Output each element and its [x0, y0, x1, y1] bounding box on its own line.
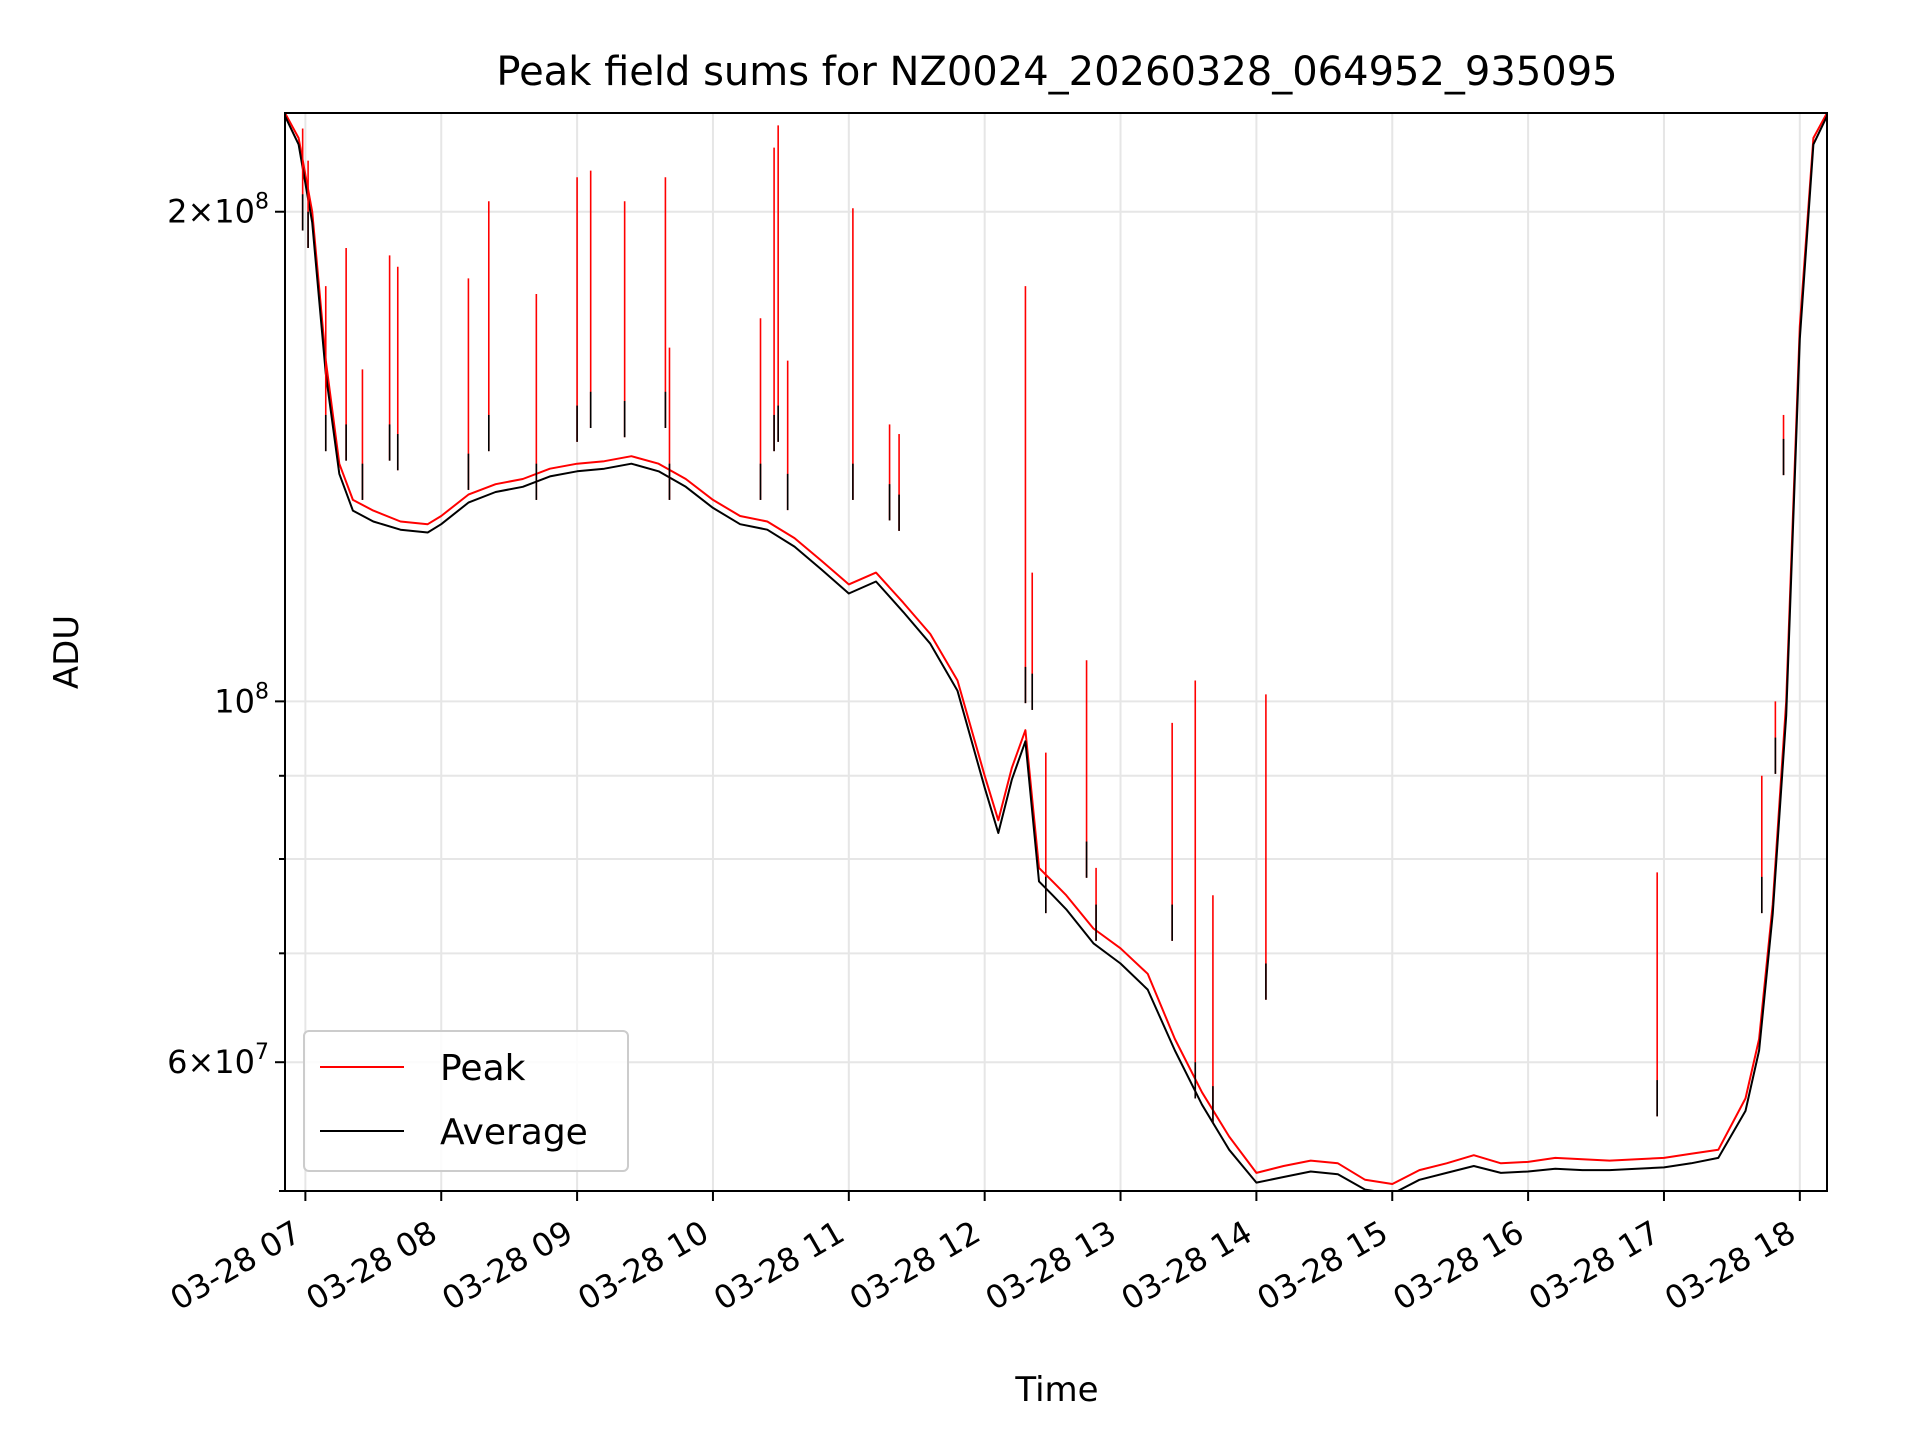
- y-axis-ticks: 6×107 108 2×108: [167, 190, 285, 1192]
- x-axis-label: Time: [1014, 1370, 1098, 1410]
- legend: Peak Average: [303, 1030, 629, 1172]
- series-line-peak: [285, 113, 1827, 1185]
- y-tick-label: 2×108: [167, 190, 269, 231]
- y-tick-label: 6×107: [167, 1040, 269, 1081]
- legend-label-peak: Peak: [440, 1048, 526, 1089]
- legend-label-average: Average: [440, 1112, 588, 1153]
- series-layer: [285, 113, 1827, 1191]
- y-axis-label: ADU: [47, 615, 87, 689]
- y-tick-label: 108: [214, 679, 269, 720]
- plot-frame: [284, 112, 1828, 1192]
- series-line-average: [285, 115, 1827, 1191]
- chart-title: Peak field sums for NZ0024_20260328_0649…: [496, 49, 1617, 95]
